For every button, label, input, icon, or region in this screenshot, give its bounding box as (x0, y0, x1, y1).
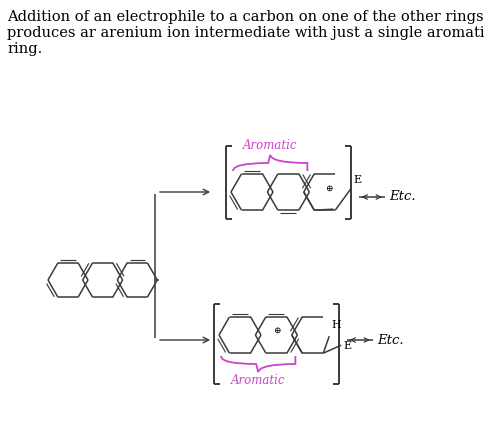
Text: E: E (353, 175, 362, 185)
Text: ⊕: ⊕ (325, 184, 333, 192)
Text: H: H (331, 320, 341, 330)
Text: Etc.: Etc. (389, 190, 415, 203)
Text: ⊕: ⊕ (272, 325, 280, 335)
Text: Addition of an electrophile to a carbon on one of the other rings
produces ar ar: Addition of an electrophile to a carbon … (7, 10, 484, 57)
Text: E: E (343, 341, 351, 351)
Text: Aromatic: Aromatic (231, 374, 286, 387)
Text: Aromatic: Aromatic (243, 139, 298, 152)
Text: Etc.: Etc. (377, 333, 403, 346)
